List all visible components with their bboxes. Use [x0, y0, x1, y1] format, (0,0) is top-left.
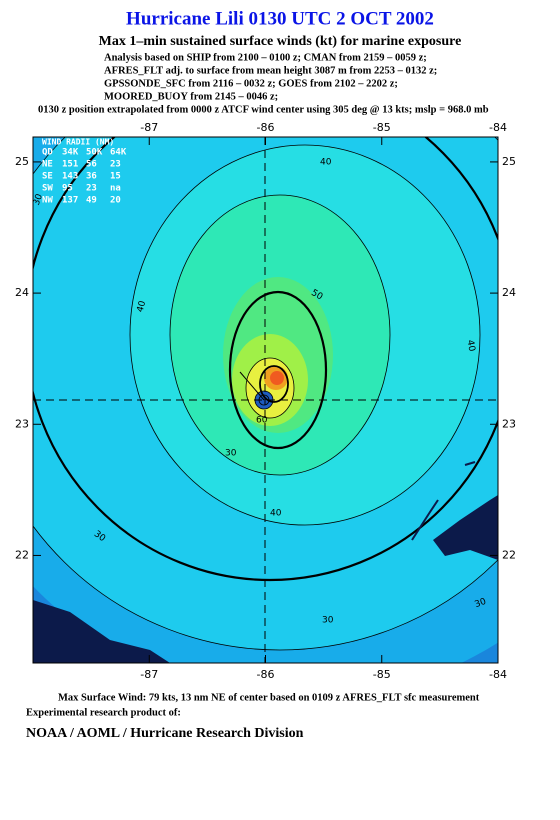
contour-label: 30: [473, 597, 487, 610]
info-line: GPSSONDE_SFC from 2116 – 0032 z; GOES fr…: [104, 78, 398, 89]
contour-labels: 40 40 40 50 30 40 30 30 30 30 60: [32, 158, 488, 626]
contour-label: 30: [32, 192, 45, 206]
y-tick-label: 22: [15, 548, 29, 561]
x-tick-label: -85: [373, 121, 391, 134]
contour-label: 40: [270, 509, 282, 519]
contour-label: 40: [320, 158, 332, 168]
note: Experimental research product of:: [26, 707, 181, 718]
wind-field: [33, 137, 498, 663]
table-cell: SW: [42, 184, 53, 194]
table-cell: NE: [42, 160, 53, 170]
y-tick-label: 24: [15, 286, 29, 299]
y-tick-label: 25: [502, 155, 516, 168]
axes: -87 -87 -86 -86 -85 -85 -84 -84 22 22 23 23 24 24 25 25: [15, 121, 516, 681]
table-cell: 36: [86, 172, 97, 182]
table-cell: 23: [110, 160, 121, 170]
table-header: 50K: [86, 148, 103, 158]
contour-label: 30: [322, 616, 334, 626]
table-header: QD: [42, 148, 53, 158]
table-cell: na: [110, 184, 121, 194]
x-tick-label: -86: [257, 121, 275, 134]
y-tick-label: 25: [15, 155, 29, 168]
table-cell: 20: [110, 196, 121, 206]
x-tick-label: -87: [140, 121, 158, 134]
y-tick-label: 22: [502, 548, 516, 561]
table-cell: 95: [62, 184, 73, 194]
title: Hurricane Lili 0130 UTC 2 OCT 2002: [126, 8, 434, 29]
info-line: 0130 z position extrapolated from 0000 z…: [38, 104, 489, 115]
contour-label: 40: [136, 300, 149, 314]
contour-label: 30: [225, 449, 237, 459]
table-cell: 56: [86, 160, 97, 170]
y-tick-label: 23: [15, 417, 29, 430]
x-tick-label: -84: [489, 668, 507, 681]
y-tick-label: 24: [502, 286, 516, 299]
info-line: AFRES_FLT adj. to surface from mean heig…: [104, 65, 437, 76]
subtitle: Max 1–min sustained surface winds (kt) f…: [99, 34, 462, 49]
info-line: MOORED_BUOY from 2145 – 0046 z;: [104, 91, 278, 102]
x-tick-label: -87: [140, 668, 158, 681]
table-cell: 23: [86, 184, 97, 194]
max-wind: Max Surface Wind: 79 kts, 13 nm NE of ce…: [58, 692, 480, 703]
organization: NOAA / AOML / Hurricane Research Divisio…: [26, 726, 304, 741]
x-tick-label: -86: [257, 668, 275, 681]
contour-label: 40: [465, 339, 477, 352]
contour-label: 60: [256, 416, 268, 426]
table-title: WIND RADII (NM): [42, 138, 114, 147]
table-cell: NW: [42, 196, 53, 206]
y-tick-label: 23: [502, 417, 516, 430]
x-tick-label: -85: [373, 668, 391, 681]
table-header: 64K: [110, 148, 127, 158]
table-cell: SE: [42, 172, 53, 182]
wind-radii-table: WIND RADII (NM) QD 34K 50K 64K NE 151 56 23 SE 14…: [42, 138, 127, 206]
info-line: Analysis based on SHIP from 2100 – 0100 …: [104, 52, 427, 63]
table-cell: 137: [62, 196, 78, 206]
table-cell: 151: [62, 160, 78, 170]
x-tick-label: -84: [489, 121, 507, 134]
table-header: 34K: [62, 148, 79, 158]
table-cell: 143: [62, 172, 78, 182]
table-cell: 49: [86, 196, 97, 206]
table-cell: 15: [110, 172, 121, 182]
